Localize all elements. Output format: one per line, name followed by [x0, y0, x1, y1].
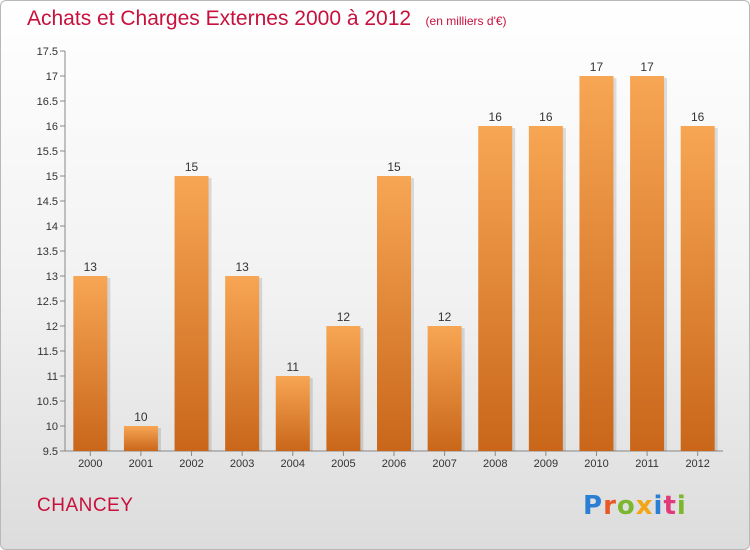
y-tick-label: 10.5 [37, 396, 58, 408]
x-tick-label: 2001 [129, 458, 153, 470]
y-tick-label: 9.5 [43, 446, 58, 458]
bar [528, 126, 563, 451]
x-tick-label: 2002 [179, 458, 203, 470]
y-tick-label: 12 [46, 321, 58, 333]
bar-value-label: 17 [640, 60, 654, 74]
bar [630, 76, 665, 451]
y-tick-label: 11.5 [37, 346, 58, 358]
bar-value-label: 17 [590, 60, 604, 74]
bar-value-label: 13 [235, 260, 249, 274]
y-tick-label: 17.5 [37, 46, 58, 58]
y-tick-label: 14.5 [37, 196, 58, 208]
x-tick-label: 2000 [78, 458, 102, 470]
x-tick-label: 2012 [685, 458, 709, 470]
bar [478, 126, 513, 451]
bar [680, 126, 715, 451]
chart-title-text: Achats et Charges Externes 2000 à 2012 [27, 7, 412, 30]
bar-value-label: 16 [489, 110, 503, 124]
logo-letter: i [653, 491, 664, 521]
logo-letter: t [663, 491, 677, 521]
logo-letter: x [635, 491, 654, 521]
bar [73, 276, 108, 451]
y-tick-label: 11 [47, 371, 58, 383]
bar-value-label: 12 [337, 310, 351, 324]
y-tick-label: 16.5 [37, 96, 58, 108]
bar-value-label: 15 [387, 160, 401, 174]
x-tick-label: 2010 [584, 458, 608, 470]
bar-value-label: 16 [691, 110, 705, 124]
bar [225, 276, 260, 451]
bar-value-label: 13 [84, 260, 98, 274]
logo-letter: o [616, 491, 636, 521]
bar [174, 176, 209, 451]
bar [427, 326, 462, 451]
logo-letter: P [583, 491, 604, 521]
proxiti-logo[interactable]: Proxiti [583, 491, 687, 521]
y-tick-label: 13 [46, 271, 58, 283]
logo-letter: i [676, 491, 687, 521]
bar [123, 426, 158, 451]
y-tick-label: 15.5 [37, 146, 58, 158]
bar [326, 326, 361, 451]
bar-value-label: 11 [287, 360, 300, 374]
bar [579, 76, 614, 451]
y-tick-label: 16 [46, 121, 58, 133]
x-tick-label: 2007 [432, 458, 456, 470]
x-tick-label: 2006 [382, 458, 406, 470]
commune-name: CHANCEY [37, 495, 134, 516]
y-tick-label: 17 [46, 71, 58, 83]
y-tick-label: 15 [46, 171, 58, 183]
bar-value-label: 12 [438, 310, 452, 324]
x-tick-label: 2004 [281, 458, 305, 470]
x-tick-label: 2009 [534, 458, 558, 470]
x-tick-label: 2008 [483, 458, 507, 470]
y-tick-label: 10 [46, 421, 58, 433]
x-tick-label: 2003 [230, 458, 254, 470]
logo-letter: r [603, 491, 617, 521]
bar-value-label: 15 [185, 160, 199, 174]
chart-title: Achats et Charges Externes 2000 à 2012 (… [27, 7, 507, 31]
bar-value-label: 16 [539, 110, 553, 124]
y-tick-label: 14 [46, 221, 58, 233]
y-tick-label: 12.5 [37, 296, 58, 308]
bar-value-label: 10 [134, 410, 148, 424]
y-tick-label: 13.5 [37, 246, 58, 258]
bar [377, 176, 411, 451]
x-tick-label: 2005 [331, 458, 355, 470]
x-tick-label: 2011 [635, 458, 659, 470]
chart-unit: (en milliers d'€) [425, 14, 507, 28]
bar [275, 376, 310, 451]
